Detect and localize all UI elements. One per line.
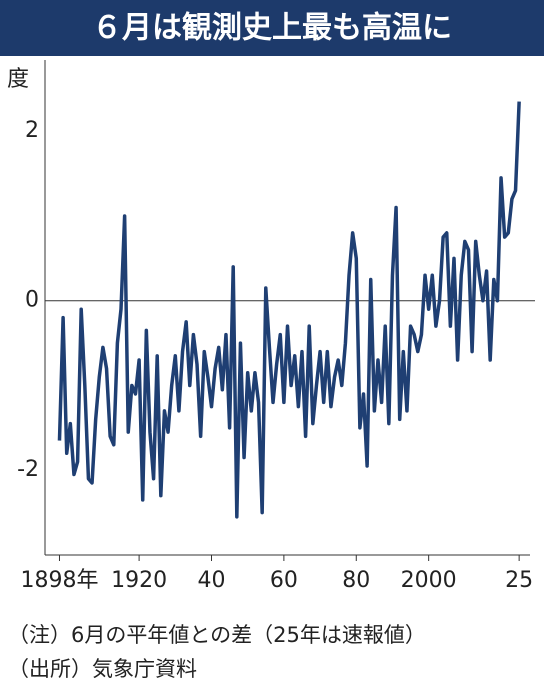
x-tick-label: 1920 <box>111 568 167 593</box>
title-bar <box>0 0 544 56</box>
note: （注）6月の平年値との差（25年は速報値） <box>8 623 426 647</box>
x-tick-label: 40 <box>197 568 225 593</box>
x-tick-label: 1898年 <box>20 568 98 593</box>
chart-title: ６月は観測史上最も高温に <box>92 11 452 46</box>
x-tick-label: 25 <box>505 568 533 593</box>
source: （出所）気象庁資料 <box>8 657 197 681</box>
y-axis-label: 度 <box>7 67 29 92</box>
data-line <box>57 101 521 519</box>
x-tick-label: 2000 <box>401 568 457 593</box>
y-tick-label: -2 <box>17 457 39 482</box>
y-tick-label: 0 <box>25 288 39 313</box>
x-tick-label: 80 <box>342 568 370 593</box>
y-tick-label: 2 <box>25 118 39 143</box>
x-tick-label: 60 <box>270 568 298 593</box>
